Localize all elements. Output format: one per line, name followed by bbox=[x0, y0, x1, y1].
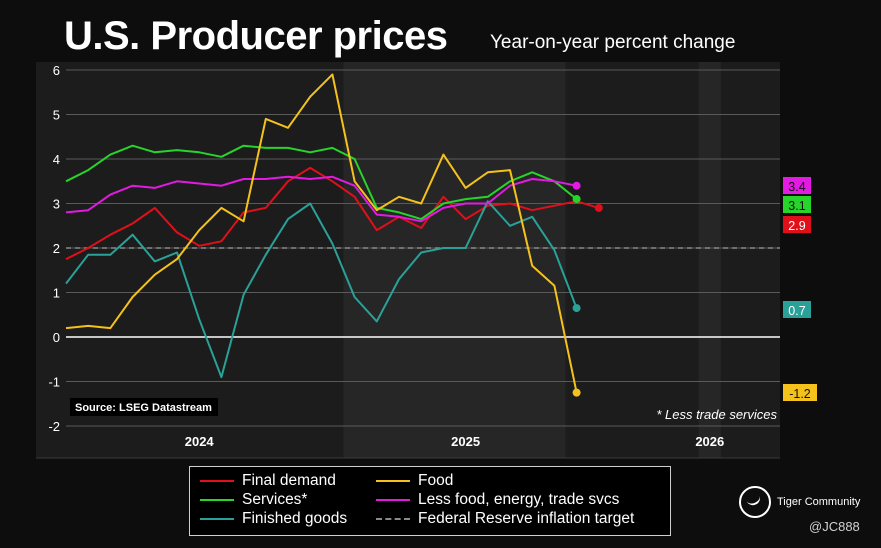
legend-label: Finished goods bbox=[242, 510, 348, 527]
legend-item-finished-goods: Finished goods bbox=[200, 510, 347, 528]
y-tick-label: 4 bbox=[53, 152, 60, 167]
source-note: Source: LSEG Datastream bbox=[75, 402, 212, 414]
x-year-label: 2024 bbox=[185, 434, 215, 449]
shaded-band bbox=[698, 62, 721, 458]
legend-swatch bbox=[200, 479, 234, 482]
series-end-point bbox=[572, 181, 581, 190]
source-box bbox=[70, 398, 218, 416]
series-line bbox=[65, 144, 578, 221]
legend-item-fed-target: Federal Reserve inflation target bbox=[376, 510, 634, 528]
series-end-point bbox=[594, 203, 603, 212]
series-end-point bbox=[572, 195, 581, 204]
series-end-point bbox=[572, 388, 581, 397]
legend-item-core: Less food, energy, trade svcs bbox=[376, 491, 619, 509]
page-title: U.S. Producer prices bbox=[64, 14, 448, 58]
author-handle: @JC888 bbox=[809, 519, 860, 534]
legend-swatch bbox=[376, 498, 410, 501]
series-line bbox=[65, 166, 600, 260]
end-value-label: -1.2 bbox=[789, 387, 811, 401]
legend-swatch bbox=[376, 517, 410, 520]
legend-label: Final demand bbox=[242, 472, 336, 489]
legend-item-services: Services* bbox=[200, 491, 307, 509]
legend-label: Federal Reserve inflation target bbox=[418, 510, 635, 527]
y-tick-label: 5 bbox=[53, 108, 60, 123]
legend-swatch bbox=[200, 517, 234, 520]
x-year-label: 2026 bbox=[695, 434, 724, 449]
y-tick-label: 2 bbox=[53, 241, 60, 256]
end-value-badge bbox=[783, 196, 811, 213]
end-value-label: 3.4 bbox=[788, 180, 805, 194]
y-tick-label: 6 bbox=[53, 63, 60, 78]
series-line bbox=[65, 200, 578, 379]
tiger-logo-icon bbox=[739, 486, 771, 518]
legend-label: Less food, energy, trade svcs bbox=[418, 491, 620, 508]
end-value-label: 3.1 bbox=[788, 199, 805, 213]
y-tick-label: 0 bbox=[53, 330, 60, 345]
legend-item-food: Food bbox=[376, 472, 453, 490]
page-subtitle: Year-on-year percent change bbox=[490, 32, 736, 53]
legend: Final demand Services* Finished goods Fo… bbox=[189, 466, 671, 536]
shaded-band bbox=[343, 62, 566, 458]
footnote: * Less trade services bbox=[656, 407, 777, 422]
y-tick-label: 3 bbox=[53, 197, 60, 212]
legend-swatch bbox=[376, 479, 410, 482]
end-value-label: 0.7 bbox=[788, 304, 805, 318]
y-tick-label: -1 bbox=[48, 375, 60, 390]
brand-name: Tiger Community bbox=[777, 496, 861, 508]
end-value-badge bbox=[783, 301, 811, 318]
end-value-badge bbox=[783, 384, 817, 401]
brand-logo: Tiger Community bbox=[739, 486, 860, 518]
series-line bbox=[65, 175, 577, 223]
y-tick-label: -2 bbox=[48, 419, 60, 434]
legend-label: Services* bbox=[242, 491, 308, 508]
end-value-badge bbox=[783, 216, 811, 233]
end-value-label: 2.9 bbox=[788, 219, 805, 233]
series-end-point bbox=[572, 304, 581, 313]
legend-swatch bbox=[200, 498, 234, 501]
legend-label: Food bbox=[418, 472, 454, 489]
x-year-label: 2025 bbox=[451, 434, 480, 449]
series-line bbox=[65, 73, 578, 393]
y-tick-label: 1 bbox=[53, 286, 60, 301]
legend-item-final-demand: Final demand bbox=[200, 472, 336, 490]
end-value-badge bbox=[783, 177, 811, 194]
